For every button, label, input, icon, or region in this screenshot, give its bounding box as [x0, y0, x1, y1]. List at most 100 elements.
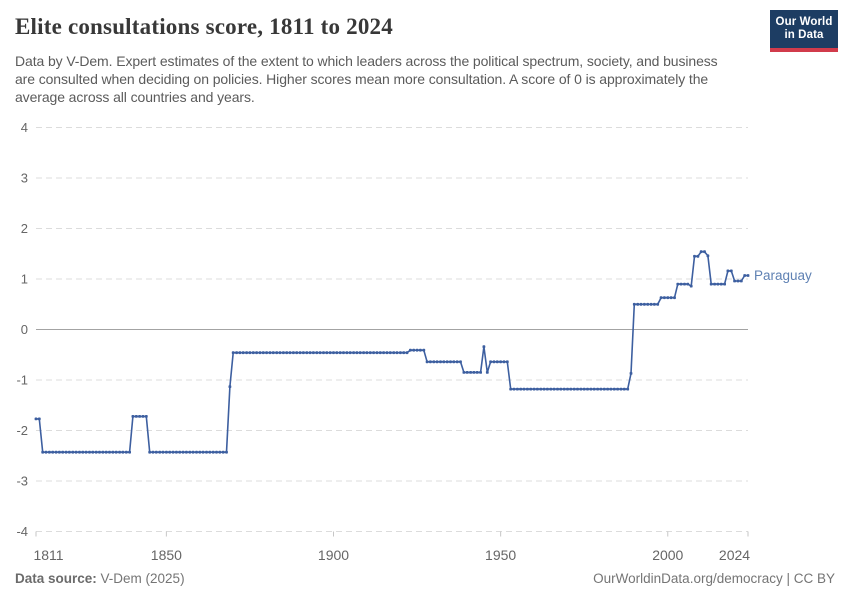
data-point-1832[interactable]: [104, 450, 108, 454]
data-point-1870[interactable]: [231, 351, 235, 355]
data-point-1934[interactable]: [445, 360, 449, 364]
data-point-1812[interactable]: [37, 417, 41, 421]
data-point-1895[interactable]: [315, 351, 319, 355]
data-point-1922[interactable]: [405, 351, 409, 355]
data-point-1959[interactable]: [529, 387, 533, 391]
data-point-1984[interactable]: [612, 387, 616, 391]
data-point-1869[interactable]: [228, 385, 232, 388]
data-point-1983[interactable]: [609, 387, 613, 391]
data-point-1992[interactable]: [639, 302, 643, 306]
data-point-1944[interactable]: [479, 371, 482, 374]
data-point-1963[interactable]: [542, 387, 546, 391]
data-point-2015[interactable]: [716, 282, 720, 286]
data-point-1891[interactable]: [302, 351, 305, 355]
data-point-1919[interactable]: [395, 351, 399, 355]
data-point-1818[interactable]: [58, 450, 61, 454]
data-point-1859[interactable]: [195, 450, 198, 454]
data-point-1821[interactable]: [68, 450, 71, 454]
data-point-1953[interactable]: [509, 387, 513, 391]
data-point-1960[interactable]: [532, 387, 536, 391]
data-point-1837[interactable]: [121, 450, 125, 454]
data-point-2017[interactable]: [723, 282, 726, 286]
data-point-1952[interactable]: [505, 360, 509, 364]
data-point-2013[interactable]: [709, 282, 713, 286]
data-point-1815[interactable]: [48, 450, 51, 454]
data-point-1980[interactable]: [599, 387, 603, 391]
data-point-1961[interactable]: [536, 387, 539, 391]
data-point-1903[interactable]: [342, 351, 345, 355]
data-point-1865[interactable]: [215, 450, 218, 454]
data-point-1888[interactable]: [292, 351, 295, 355]
data-point-2018[interactable]: [726, 269, 730, 273]
data-point-1861[interactable]: [201, 450, 205, 454]
data-point-1964[interactable]: [546, 387, 549, 391]
data-point-1995[interactable]: [649, 302, 653, 306]
data-point-1844[interactable]: [144, 415, 148, 418]
data-point-1913[interactable]: [375, 351, 379, 355]
data-point-1909[interactable]: [362, 351, 365, 355]
data-point-1843[interactable]: [141, 415, 145, 418]
data-point-1940[interactable]: [465, 371, 469, 374]
data-point-1884[interactable]: [278, 351, 282, 355]
data-point-1991[interactable]: [636, 302, 640, 306]
data-point-1886[interactable]: [285, 351, 289, 355]
data-point-2002[interactable]: [673, 296, 676, 300]
data-point-1882[interactable]: [271, 351, 275, 355]
data-point-1969[interactable]: [562, 387, 566, 391]
data-point-1975[interactable]: [582, 387, 586, 391]
data-point-1841[interactable]: [134, 415, 138, 418]
data-point-1926[interactable]: [419, 348, 422, 352]
data-point-1994[interactable]: [646, 302, 650, 306]
data-point-1858[interactable]: [191, 450, 195, 454]
data-point-1948[interactable]: [492, 360, 496, 364]
data-point-1850[interactable]: [165, 450, 168, 454]
data-point-1866[interactable]: [218, 450, 222, 454]
data-point-1892[interactable]: [305, 351, 309, 355]
data-point-1834[interactable]: [111, 450, 115, 454]
data-point-2011[interactable]: [703, 250, 706, 254]
data-point-1973[interactable]: [576, 387, 579, 391]
data-point-1931[interactable]: [435, 360, 439, 364]
data-point-1923[interactable]: [409, 348, 412, 352]
data-point-2001[interactable]: [669, 296, 673, 300]
data-point-1998[interactable]: [659, 296, 663, 300]
data-point-1941[interactable]: [469, 371, 472, 374]
data-point-1868[interactable]: [225, 450, 228, 454]
data-point-1846[interactable]: [151, 450, 155, 454]
data-point-1986[interactable]: [619, 387, 623, 391]
data-point-1970[interactable]: [566, 387, 569, 391]
data-point-1972[interactable]: [572, 387, 576, 391]
data-point-1880[interactable]: [265, 351, 268, 355]
license-credit-link[interactable]: OurWorldinData.org/democracy | CC BY: [593, 570, 835, 586]
data-point-1871[interactable]: [235, 351, 238, 355]
data-point-2003[interactable]: [676, 282, 680, 286]
data-point-1848[interactable]: [158, 450, 162, 454]
data-point-1881[interactable]: [268, 351, 272, 355]
data-point-1827[interactable]: [88, 450, 91, 454]
data-point-2006[interactable]: [686, 282, 690, 286]
data-point-1819[interactable]: [61, 450, 65, 454]
data-point-1833[interactable]: [108, 450, 111, 454]
data-point-2019[interactable]: [729, 269, 733, 273]
data-point-1876[interactable]: [251, 351, 255, 355]
data-point-1849[interactable]: [161, 450, 165, 454]
data-point-1828[interactable]: [91, 450, 95, 454]
data-point-1889[interactable]: [295, 351, 299, 355]
data-point-2012[interactable]: [706, 254, 710, 258]
data-point-2024[interactable]: [746, 274, 750, 277]
data-point-1947[interactable]: [489, 360, 492, 364]
data-point-1904[interactable]: [345, 351, 349, 355]
data-point-1974[interactable]: [579, 387, 583, 391]
data-point-2000[interactable]: [666, 296, 670, 300]
data-point-1856[interactable]: [185, 450, 188, 454]
data-point-2023[interactable]: [743, 274, 747, 277]
data-point-1990[interactable]: [632, 302, 636, 306]
data-point-1976[interactable]: [586, 387, 589, 391]
data-point-1918[interactable]: [392, 351, 396, 355]
data-point-2009[interactable]: [696, 254, 700, 258]
data-point-1967[interactable]: [556, 387, 559, 391]
data-point-1966[interactable]: [552, 387, 556, 391]
data-point-1939[interactable]: [462, 371, 466, 374]
data-point-2014[interactable]: [713, 282, 716, 286]
